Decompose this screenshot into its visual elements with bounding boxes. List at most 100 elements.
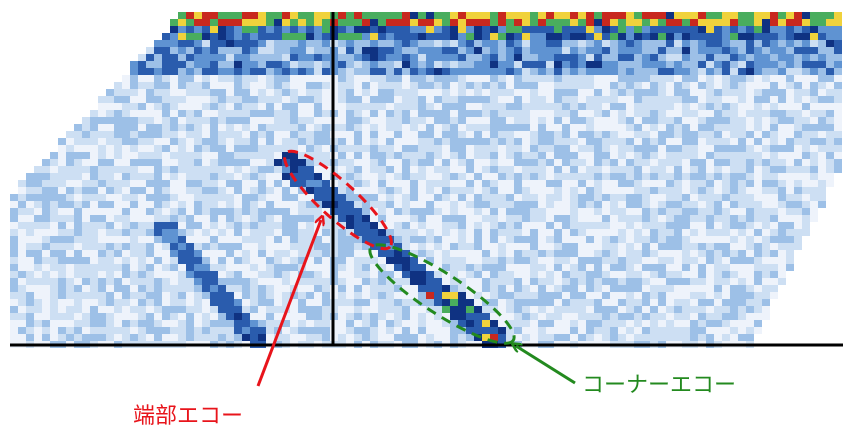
- scan-cell: [258, 278, 266, 285]
- scan-cell: [346, 96, 354, 103]
- scan-cell: [66, 306, 74, 313]
- scan-cell: [538, 131, 546, 138]
- scan-cell: [698, 194, 706, 201]
- scan-cell: [434, 229, 442, 236]
- scan-cell: [122, 292, 130, 299]
- scan-cell: [818, 194, 826, 201]
- scan-cell: [506, 187, 514, 194]
- scan-cell: [722, 47, 730, 54]
- scan-cell: [674, 278, 682, 285]
- scan-cell: [178, 138, 186, 145]
- scan-cell: [530, 173, 538, 180]
- scan-cell: [154, 313, 162, 320]
- scan-cell: [18, 222, 26, 229]
- scan-cell: [378, 292, 386, 299]
- scan-cell: [106, 229, 114, 236]
- scan-cell: [242, 327, 250, 334]
- scan-cell: [274, 89, 282, 96]
- scan-cell: [266, 334, 274, 341]
- scan-cell: [474, 166, 482, 173]
- scan-cell: [642, 320, 650, 327]
- scan-cell: [122, 278, 130, 285]
- scan-cell: [778, 33, 786, 40]
- scan-cell: [522, 250, 530, 257]
- scan-cell: [82, 229, 90, 236]
- scan-cell: [554, 320, 562, 327]
- scan-cell: [514, 145, 522, 152]
- scan-cell: [266, 250, 274, 257]
- scan-cell: [178, 222, 186, 229]
- scan-cell: [34, 257, 42, 264]
- scan-cell: [746, 124, 754, 131]
- scan-cell: [834, 61, 842, 68]
- scan-cell: [186, 215, 194, 222]
- scan-cell: [186, 173, 194, 180]
- scan-cell: [658, 208, 666, 215]
- scan-cell: [610, 271, 618, 278]
- scan-cell: [226, 173, 234, 180]
- scan-cell: [770, 173, 778, 180]
- scan-cell: [626, 229, 634, 236]
- scan-cell: [274, 306, 282, 313]
- scan-cell: [602, 117, 610, 124]
- scan-cell: [546, 299, 554, 306]
- scan-cell: [162, 173, 170, 180]
- scan-cell: [666, 236, 674, 243]
- scan-cell: [762, 271, 770, 278]
- scan-cell: [626, 103, 634, 110]
- scan-cell: [386, 292, 394, 299]
- scan-cell: [666, 320, 674, 327]
- scan-cell: [762, 138, 770, 145]
- scan-cell: [706, 278, 714, 285]
- scan-cell: [658, 271, 666, 278]
- scan-cell: [666, 334, 674, 341]
- scan-cell: [722, 285, 730, 292]
- scan-cell: [698, 152, 706, 159]
- scan-cell: [514, 194, 522, 201]
- scan-cell: [690, 320, 698, 327]
- scan-cell: [122, 271, 130, 278]
- scan-cell: [338, 285, 346, 292]
- scan-cell: [282, 26, 290, 33]
- scan-cell: [738, 131, 746, 138]
- scan-cell: [762, 82, 770, 89]
- scan-cell: [26, 222, 34, 229]
- scan-cell: [786, 26, 794, 33]
- scan-cell: [274, 236, 282, 243]
- scan-cell: [306, 82, 314, 89]
- scan-cell: [722, 117, 730, 124]
- scan-cell: [706, 166, 714, 173]
- scan-cell: [266, 103, 274, 110]
- scan-cell: [346, 33, 354, 40]
- scan-cell: [482, 229, 490, 236]
- scan-cell: [130, 61, 138, 68]
- scan-cell: [762, 68, 770, 75]
- scan-cell: [362, 173, 370, 180]
- scan-cell: [386, 215, 394, 222]
- scan-cell: [642, 222, 650, 229]
- scan-cell: [602, 327, 610, 334]
- scan-cell: [634, 145, 642, 152]
- scan-cell: [226, 334, 234, 341]
- scan-cell: [778, 264, 786, 271]
- scan-cell: [618, 12, 626, 19]
- scan-cell: [322, 96, 330, 103]
- scan-cell: [154, 40, 162, 47]
- scan-cell: [314, 257, 322, 264]
- scan-cell: [218, 180, 226, 187]
- scan-cell: [378, 250, 386, 257]
- scan-cell: [130, 250, 138, 257]
- scan-cell: [674, 12, 682, 19]
- scan-cell: [746, 33, 754, 40]
- scan-cell: [610, 250, 618, 257]
- scan-cell: [346, 12, 354, 19]
- scan-cell: [266, 19, 274, 26]
- scan-cell: [482, 33, 490, 40]
- scan-cell: [282, 250, 290, 257]
- scan-cell: [418, 271, 426, 278]
- scan-cell: [194, 278, 202, 285]
- scan-cell: [466, 320, 474, 327]
- scan-cell: [362, 222, 370, 229]
- scan-cell: [394, 229, 402, 236]
- scan-cell: [50, 208, 58, 215]
